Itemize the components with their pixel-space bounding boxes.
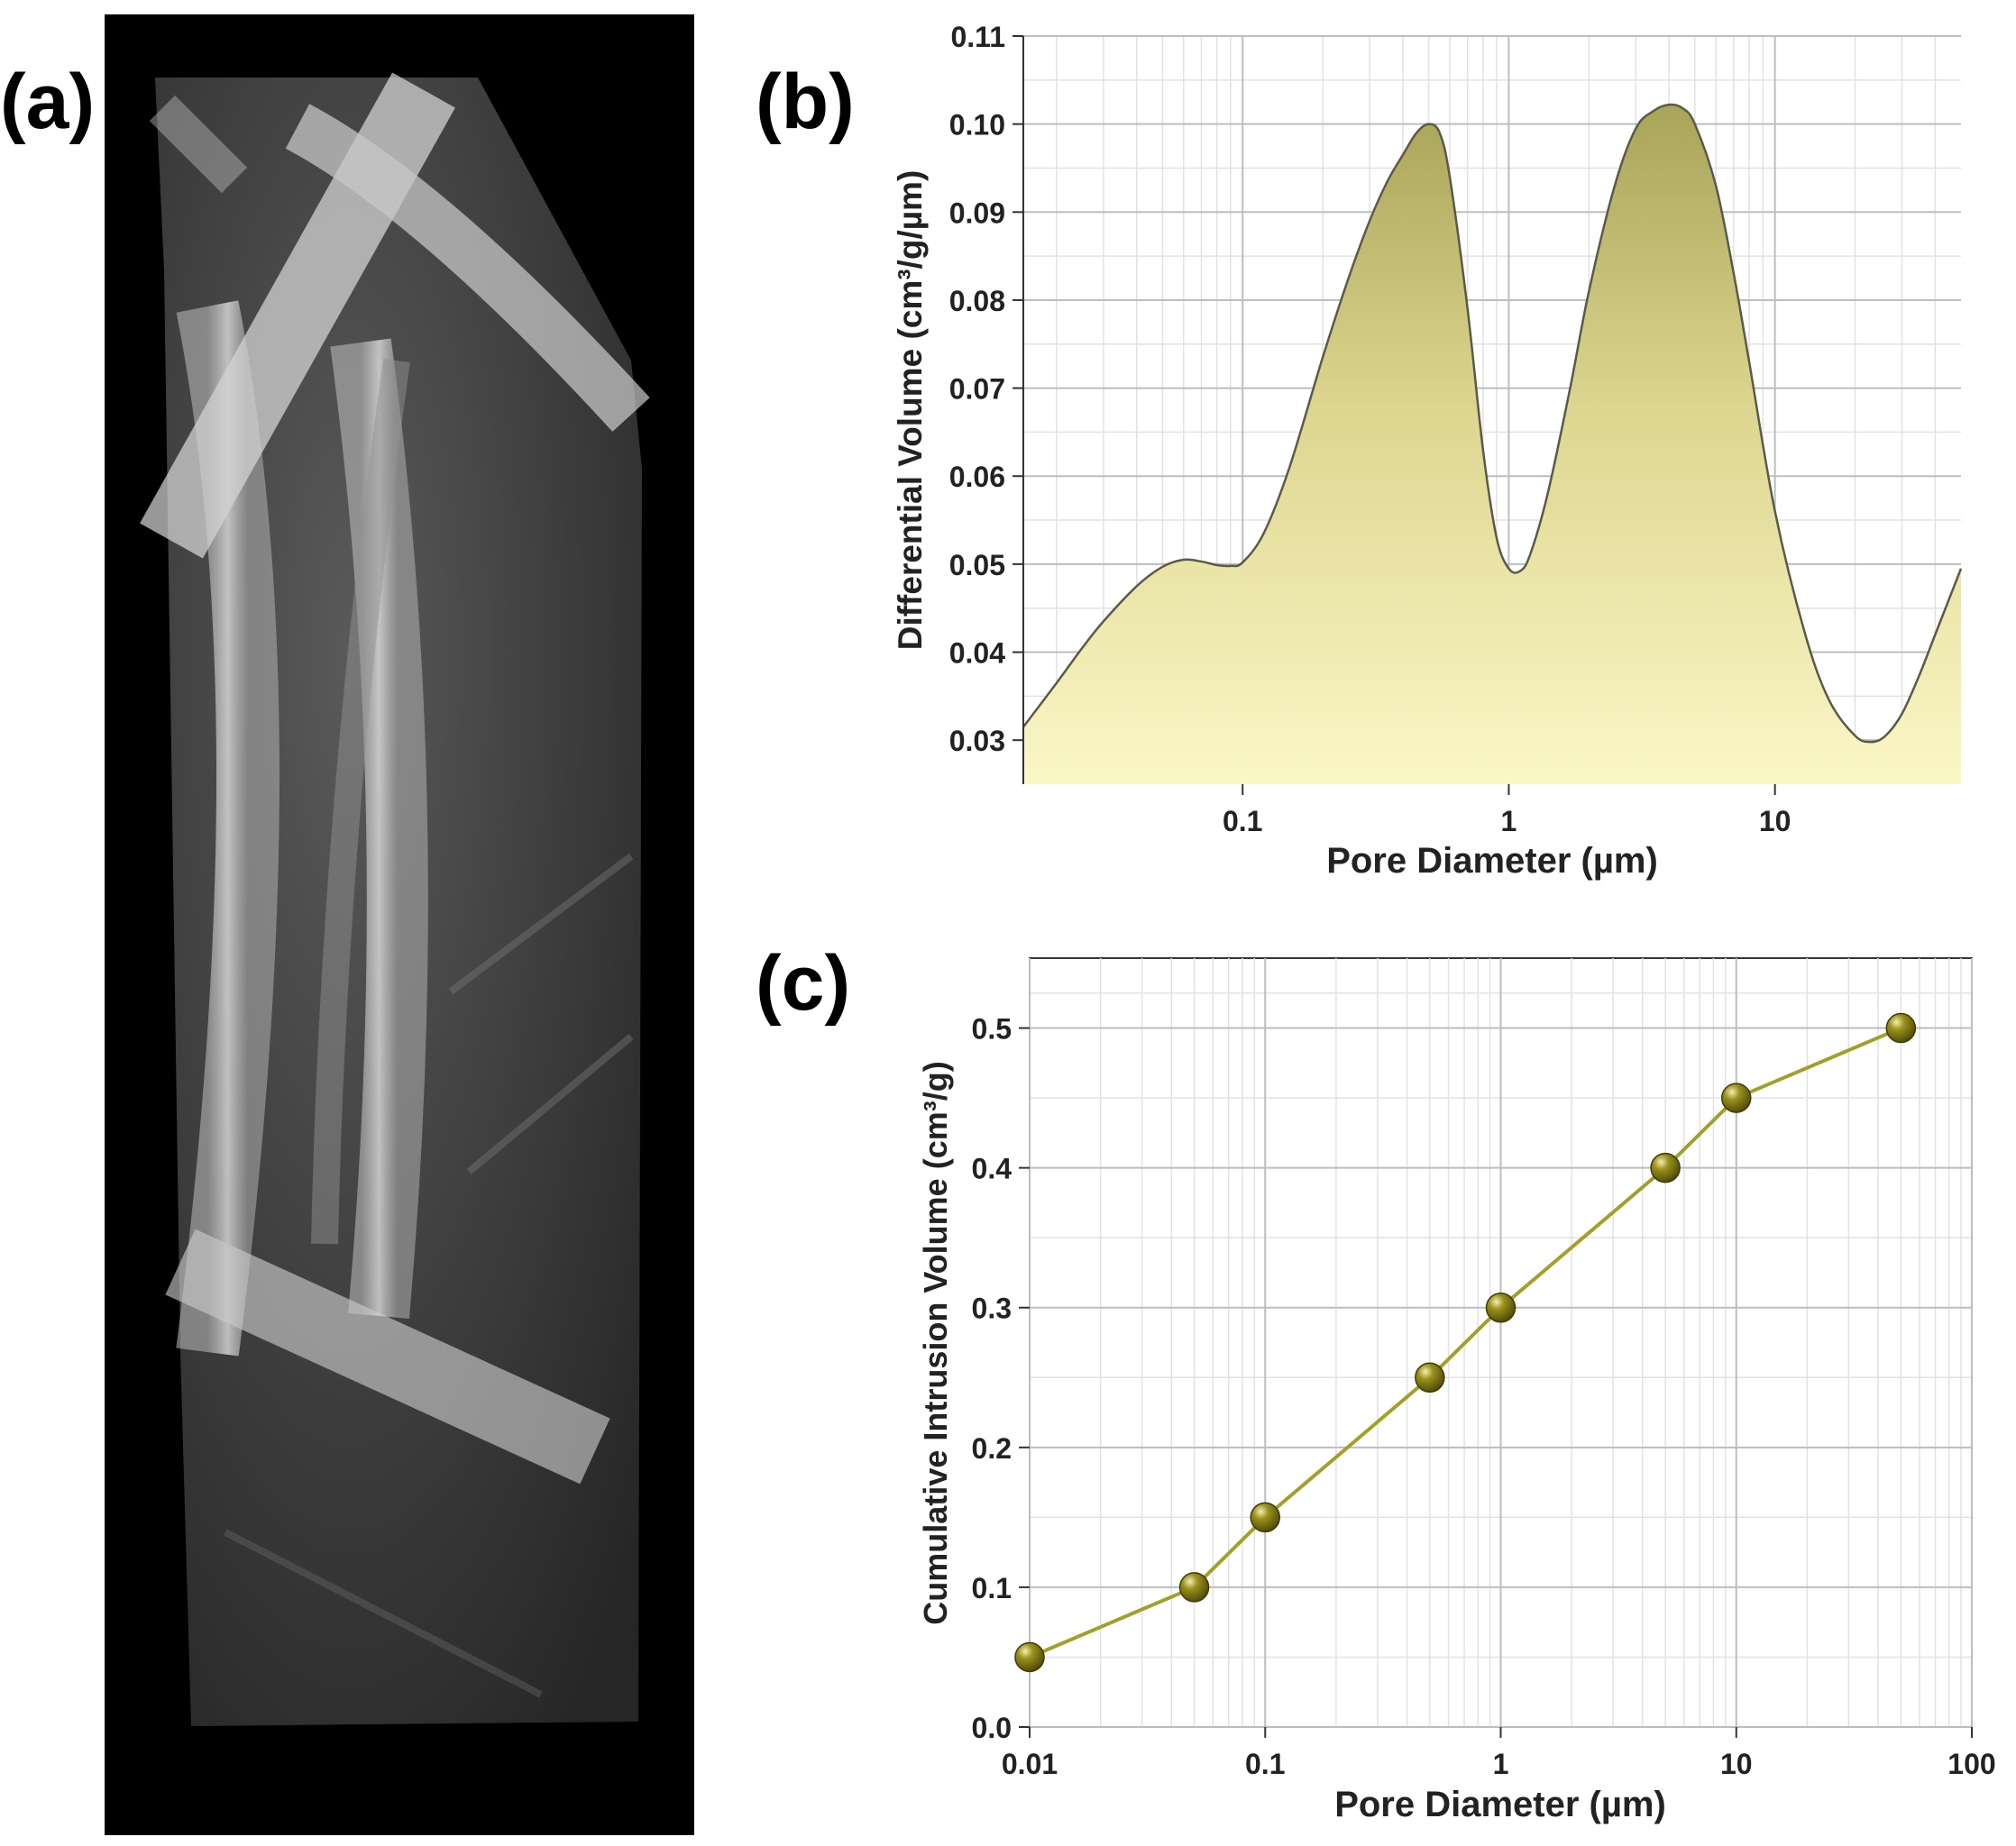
chart-c-x-label: Pore Diameter (µm): [1334, 1785, 1666, 1824]
data-point-marker: [1415, 1362, 1445, 1394]
y-tick-label: 0.06: [949, 461, 1005, 493]
chart-b-x-label: Pore Diameter (µm): [1326, 841, 1658, 881]
y-tick-label: 0.5: [972, 1013, 1012, 1046]
x-tick-label: 0.1: [1223, 805, 1262, 837]
data-point-marker: [1650, 1152, 1681, 1183]
y-tick-label: 0.3: [972, 1293, 1012, 1325]
panel-label-b: (b): [756, 59, 855, 145]
chart-b-x-ticks: 0.1 1 10: [1223, 784, 1791, 837]
x-tick-label: 1: [1493, 1748, 1509, 1780]
data-point-marker: [1485, 1292, 1517, 1323]
y-tick-label: 0.2: [972, 1432, 1012, 1465]
y-tick-label: 0.03: [949, 725, 1005, 757]
data-point-marker: [1178, 1572, 1210, 1603]
y-tick-label: 0.08: [949, 285, 1005, 317]
chart-c-series-line: [1029, 1026, 1902, 1659]
micrograph-image: [105, 14, 694, 1835]
chart-b-y-ticks: 0.03 0.04 0.05 0.06 0.07 0.08 0.09 0.10 0.11: [949, 21, 1023, 757]
y-tick-label: 0.0: [972, 1712, 1012, 1744]
fiber-strands: [140, 72, 650, 1698]
y-tick-label: 0.10: [949, 109, 1005, 142]
x-tick-label: 10: [1759, 805, 1791, 837]
y-tick-label: 0.11: [950, 21, 1005, 53]
panel-label-c: (c): [756, 940, 851, 1027]
y-tick-label: 0.07: [949, 373, 1005, 406]
chart-c-markers: [1014, 1012, 1917, 1673]
y-tick-label: 0.09: [949, 196, 1005, 229]
chart-b-series-line: [1022, 103, 1963, 744]
y-tick-label: 0.05: [949, 549, 1005, 581]
y-tick-label: 0.4: [972, 1153, 1013, 1185]
panel-label-a: (a): [0, 59, 96, 145]
chart-c-x-ticks: 0.01 0.1 1 10 100: [1002, 1727, 1996, 1780]
chart-c: 0.0 0.1 0.2 0.3 0.4 0.5 0.01 0.1 1 10 100 Pore Di…: [917, 957, 1996, 1824]
y-tick-label: 0.04: [949, 637, 1005, 670]
data-point-marker: [1885, 1012, 1917, 1044]
chart-c-minor-grid: [1030, 958, 1972, 1727]
y-tick-label: 0.1: [972, 1572, 1012, 1604]
data-point-marker: [1250, 1502, 1280, 1533]
x-tick-label: 100: [1947, 1748, 1995, 1780]
chart-b-y-label: Differential Volume (cm³/g/µm): [892, 170, 929, 651]
chart-b-area: [1023, 105, 1961, 785]
x-tick-label: 1: [1501, 805, 1517, 837]
chart-c-y-label: Cumulative Intrusion Volume (cm³/g): [917, 1061, 954, 1624]
chart-c-y-ticks: 0.0 0.1 0.2 0.3 0.4 0.5: [972, 1013, 1030, 1744]
chart-b: 0.030.040.050.060.070.080.090.100.11 0.1…: [892, 21, 1963, 881]
x-tick-label: 0.01: [1002, 1748, 1058, 1780]
data-point-marker: [1014, 1641, 1045, 1673]
x-tick-label: 10: [1720, 1748, 1753, 1780]
x-tick-label: 0.1: [1245, 1748, 1285, 1780]
data-point-marker: [1721, 1083, 1752, 1113]
